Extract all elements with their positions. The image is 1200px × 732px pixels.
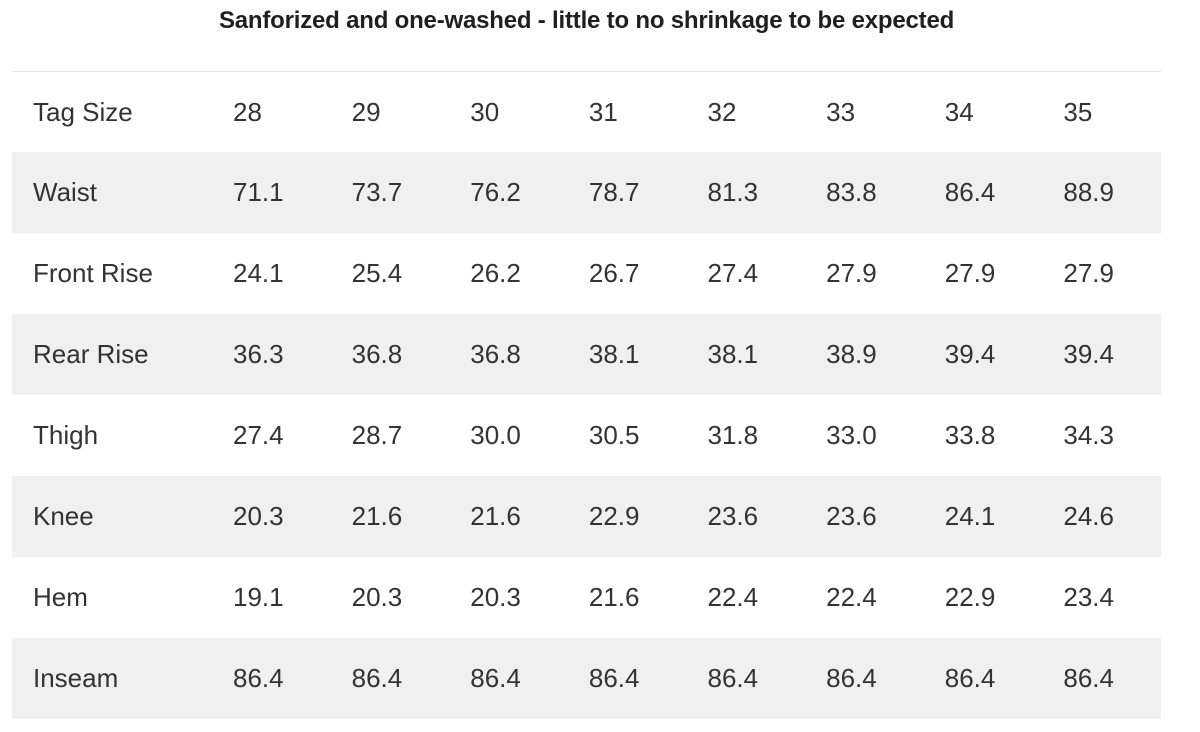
table-cell: 24.1 bbox=[944, 501, 996, 531]
table-cell: 22.4 bbox=[707, 582, 759, 612]
table-row-hem: Hem 19.1 20.3 20.3 21.6 22.4 22.4 22.9 2… bbox=[12, 557, 1161, 638]
table-cell: 33.0 bbox=[826, 420, 877, 450]
table-cell: 23.4 bbox=[1063, 582, 1114, 612]
column-header-29: 29 bbox=[351, 96, 381, 127]
table-cell: 22.4 bbox=[826, 582, 877, 612]
table-cell: 21.6 bbox=[588, 582, 640, 612]
table-cell: 22.9 bbox=[944, 582, 996, 612]
table-cell: 86.4 bbox=[233, 663, 284, 693]
table-cell: 76.2 bbox=[470, 177, 521, 207]
table-cell: 23.6 bbox=[826, 501, 877, 531]
table-cell: 39.4 bbox=[1063, 339, 1114, 369]
table-cell: 28.7 bbox=[351, 420, 403, 450]
table-cell: 38.1 bbox=[588, 339, 640, 369]
table-cell: 86.4 bbox=[826, 663, 877, 693]
table-cell: 27.9 bbox=[826, 258, 877, 288]
table-cell: 86.4 bbox=[944, 663, 996, 693]
table-cell: 31.8 bbox=[707, 420, 759, 450]
row-label: Hem bbox=[33, 582, 88, 612]
table-cell: 22.9 bbox=[588, 501, 640, 531]
table-cell: 19.1 bbox=[233, 582, 284, 612]
table-row-rear-rise: Rear Rise 36.3 36.8 36.8 38.1 38.1 38.9 … bbox=[12, 314, 1161, 395]
table-row-front-rise: Front Rise 24.1 25.4 26.2 26.7 27.4 27.9… bbox=[12, 233, 1161, 314]
row-label: Waist bbox=[33, 177, 98, 207]
table-cell: 78.7 bbox=[588, 177, 640, 207]
column-header-31: 31 bbox=[588, 96, 618, 127]
column-header-30: 30 bbox=[470, 96, 500, 127]
table-cell: 27.9 bbox=[944, 258, 996, 288]
table-cell: 34.3 bbox=[1063, 420, 1114, 450]
row-label: Rear Rise bbox=[33, 339, 149, 369]
table-cell: 73.7 bbox=[351, 177, 403, 207]
table-cell: 39.4 bbox=[944, 339, 996, 369]
row-label: Thigh bbox=[33, 420, 99, 450]
table-cell: 88.9 bbox=[1063, 177, 1114, 207]
table-cell: 26.7 bbox=[588, 258, 640, 288]
table-cell: 38.1 bbox=[707, 339, 759, 369]
table-row-knee: Knee 20.3 21.6 21.6 22.9 23.6 23.6 24.1 … bbox=[12, 476, 1161, 557]
table-cell: 20.3 bbox=[233, 501, 284, 531]
table-cell: 86.4 bbox=[470, 663, 521, 693]
size-chart-table: Tag Size 28 29 30 31 32 33 34 35 Waist 7… bbox=[12, 71, 1161, 719]
row-label: Front Rise bbox=[33, 258, 153, 288]
column-header-28: 28 bbox=[233, 96, 262, 127]
table-cell: 83.8 bbox=[826, 177, 877, 207]
table-row-waist: Waist 71.1 73.7 76.2 78.7 81.3 83.8 86.4… bbox=[12, 152, 1161, 233]
size-chart-title: Sanforized and one-washed - little to no… bbox=[218, 7, 955, 34]
table-cell: 86.4 bbox=[1063, 663, 1114, 693]
column-header-32: 32 bbox=[707, 96, 737, 127]
table-cell: 21.6 bbox=[470, 501, 521, 531]
table-cell: 86.4 bbox=[588, 663, 640, 693]
table-cell: 86.4 bbox=[944, 177, 996, 207]
column-header-33: 33 bbox=[826, 96, 856, 127]
table-cell: 23.6 bbox=[707, 501, 759, 531]
table-cell: 27.4 bbox=[707, 258, 759, 288]
table-cell: 21.6 bbox=[351, 501, 403, 531]
column-header-tag-size: Tag Size bbox=[33, 96, 133, 127]
table-cell: 30.5 bbox=[588, 420, 640, 450]
table-cell: 36.8 bbox=[470, 339, 521, 369]
table-cell: 24.6 bbox=[1063, 501, 1114, 531]
table-cell: 20.3 bbox=[351, 582, 403, 612]
table-cell: 24.1 bbox=[233, 258, 284, 288]
column-header-35: 35 bbox=[1063, 96, 1093, 127]
table-cell: 33.8 bbox=[944, 420, 996, 450]
table-cell: 36.3 bbox=[233, 339, 284, 369]
row-label: Inseam bbox=[33, 663, 119, 693]
table-cell: 30.0 bbox=[470, 420, 521, 450]
row-label: Knee bbox=[33, 501, 94, 531]
table-cell: 27.4 bbox=[233, 420, 284, 450]
table-cell: 27.9 bbox=[1063, 258, 1114, 288]
column-header-34: 34 bbox=[944, 96, 974, 127]
table-cell: 81.3 bbox=[707, 177, 759, 207]
table-header-row: Tag Size 28 29 30 31 32 33 34 35 bbox=[12, 71, 1161, 153]
table-row-thigh: Thigh 27.4 28.7 30.0 30.5 31.8 33.0 33.8… bbox=[12, 395, 1161, 476]
table-cell: 38.9 bbox=[826, 339, 877, 369]
table-row-inseam: Inseam 86.4 86.4 86.4 86.4 86.4 86.4 86.… bbox=[12, 638, 1161, 719]
table-cell: 86.4 bbox=[707, 663, 759, 693]
table-cell: 71.1 bbox=[233, 177, 284, 207]
table-cell: 26.2 bbox=[470, 258, 521, 288]
table-cell: 20.3 bbox=[470, 582, 521, 612]
table-cell: 86.4 bbox=[351, 663, 403, 693]
table-cell: 36.8 bbox=[351, 339, 403, 369]
table-cell: 25.4 bbox=[351, 258, 403, 288]
